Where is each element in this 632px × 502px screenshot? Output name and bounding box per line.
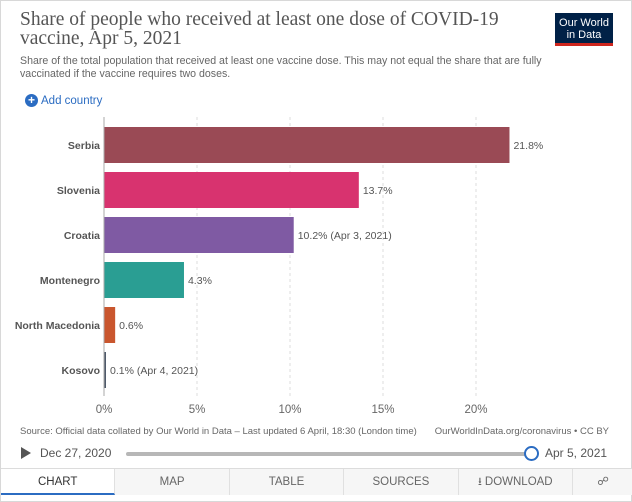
logo-line-1: Our World xyxy=(559,17,609,29)
tab-sources[interactable]: SOURCES xyxy=(344,469,459,495)
category-label: Croatia xyxy=(64,230,100,242)
data-label: 13.7% xyxy=(363,185,393,197)
download-icon: ⭳ xyxy=(478,476,482,488)
chart-subtitle: Share of the total population that recei… xyxy=(20,55,542,80)
data-label: 0.6% xyxy=(119,320,143,332)
data-label: 21.8% xyxy=(513,140,543,152)
plus-circle-icon: + xyxy=(25,94,38,107)
x-tick-label: 10% xyxy=(278,404,301,416)
logo-accent-bar xyxy=(555,43,613,46)
x-tick-label: 20% xyxy=(464,404,487,416)
category-label: North Macedonia xyxy=(15,320,100,332)
bar xyxy=(104,307,116,343)
x-tick-label: 5% xyxy=(189,404,206,416)
data-label: 10.2% (Apr 3, 2021) xyxy=(298,230,392,242)
timeline-end-date: Apr 5, 2021 xyxy=(545,446,608,460)
license-link[interactable]: OurWorldInData.org/coronavirus • CC BY xyxy=(434,426,609,437)
timeline-slider-track[interactable] xyxy=(126,452,531,456)
tab-chart[interactable]: CHART xyxy=(1,469,116,495)
timeline-start-date: Dec 27, 2020 xyxy=(40,446,112,460)
x-tick-label: 15% xyxy=(371,404,394,416)
timeline: Dec 27, 2020 Apr 5, 2021 xyxy=(1,442,632,464)
tab-map[interactable]: MAP xyxy=(115,469,230,495)
x-tick-label: 0% xyxy=(96,404,113,416)
bar-chart: 0% 5% 10% 15% 20% Serbia 21.8% Slovenia 13.7% Cro… xyxy=(15,117,543,416)
logo-line-2: in Data xyxy=(566,29,602,41)
bar xyxy=(104,127,510,163)
category-label: Montenegro xyxy=(40,275,100,287)
tab-bar: CHART MAP TABLE SOURCES ⭳ DOWNLOAD ☍ xyxy=(1,468,632,495)
chart-title: Share of people who received at least on… xyxy=(20,9,499,49)
owid-logo[interactable]: Our World in Data xyxy=(555,13,613,46)
play-icon[interactable] xyxy=(21,447,31,459)
category-label: Serbia xyxy=(68,140,100,152)
tab-download-label: DOWNLOAD xyxy=(484,476,553,488)
bar xyxy=(104,352,106,388)
tab-share[interactable]: ☍ xyxy=(573,469,632,495)
category-label: Kosovo xyxy=(61,365,100,377)
data-label: 0.1% (Apr 4, 2021) xyxy=(110,365,198,377)
add-country-label: Add country xyxy=(41,94,103,107)
add-country-button[interactable]: + Add country xyxy=(25,94,102,107)
bar xyxy=(104,262,184,298)
tab-download[interactable]: ⭳ DOWNLOAD xyxy=(459,469,574,495)
bar xyxy=(104,172,359,208)
category-label: Slovenia xyxy=(57,185,100,197)
timeline-slider-handle[interactable] xyxy=(524,446,539,461)
tab-table[interactable]: TABLE xyxy=(230,469,345,495)
source-note: Source: Official data collated by Our Wo… xyxy=(20,426,417,437)
data-label: 4.3% xyxy=(188,275,212,287)
bar xyxy=(104,217,294,253)
share-icon: ☍ xyxy=(597,476,609,488)
